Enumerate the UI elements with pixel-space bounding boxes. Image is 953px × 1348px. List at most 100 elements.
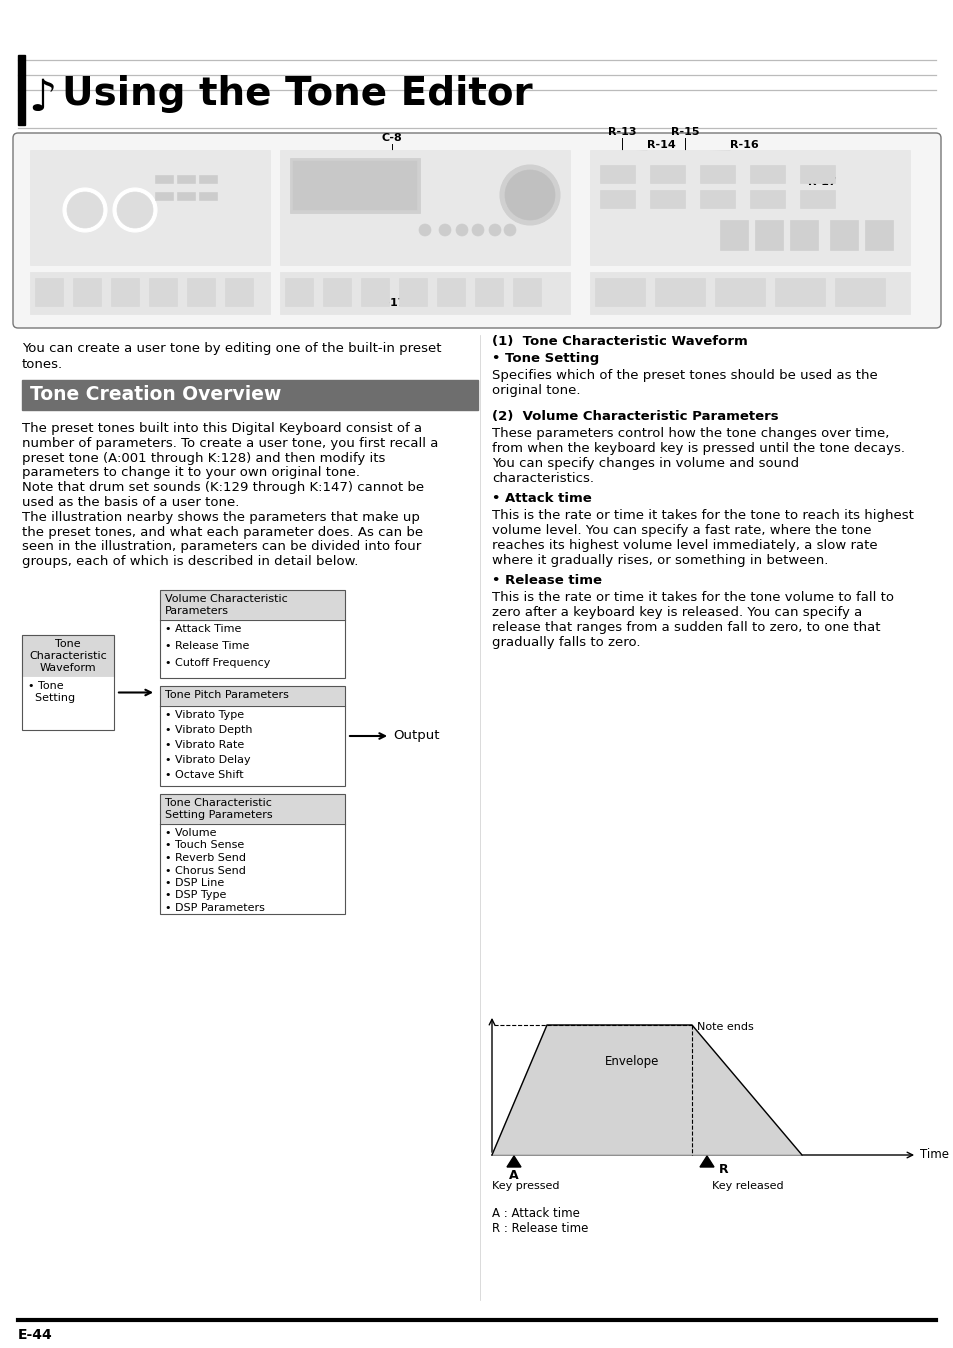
Text: number of parameters. To create a user tone, you first recall a: number of parameters. To create a user t…: [22, 437, 438, 450]
Bar: [649, 190, 684, 208]
Text: • Vibrato Delay: • Vibrato Delay: [165, 755, 251, 766]
Text: used as the basis of a user tone.: used as the basis of a user tone.: [22, 496, 239, 510]
Text: (2)  Volume Characteristic Parameters: (2) Volume Characteristic Parameters: [492, 410, 778, 423]
Text: (1)  Tone Characteristic Waveform: (1) Tone Characteristic Waveform: [492, 336, 747, 348]
Bar: [35, 278, 63, 306]
Bar: [513, 278, 540, 306]
Text: R-16: R-16: [729, 140, 758, 150]
Text: • DSP Line: • DSP Line: [165, 878, 224, 888]
Text: You can specify changes in volume and sound: You can specify changes in volume and so…: [492, 457, 799, 470]
Bar: [800, 164, 834, 183]
Bar: [774, 278, 824, 306]
Text: • Vibrato Type: • Vibrato Type: [165, 710, 244, 720]
Bar: [655, 278, 704, 306]
Text: characteristics.: characteristics.: [492, 472, 594, 485]
Text: Tone Creation Overview: Tone Creation Overview: [30, 386, 281, 404]
Text: Note ends: Note ends: [697, 1022, 753, 1033]
Circle shape: [63, 187, 107, 232]
Bar: [714, 278, 764, 306]
Bar: [789, 220, 817, 249]
Text: groups, each of which is described in detail below.: groups, each of which is described in de…: [22, 555, 358, 569]
Bar: [834, 278, 884, 306]
Text: A : Attack time: A : Attack time: [492, 1206, 579, 1220]
Text: Tone Pitch Parameters: Tone Pitch Parameters: [165, 690, 289, 700]
Text: • Attack Time: • Attack Time: [165, 624, 241, 634]
Text: Tone Characteristic: Tone Characteristic: [165, 798, 272, 807]
Bar: [589, 272, 909, 314]
Circle shape: [456, 224, 468, 236]
Bar: [225, 278, 253, 306]
Polygon shape: [492, 1024, 801, 1155]
Text: A: A: [509, 1169, 518, 1182]
Bar: [160, 686, 345, 706]
Text: reaches its highest volume level immediately, a slow rate: reaches its highest volume level immedia…: [492, 539, 877, 551]
Text: Output: Output: [393, 729, 439, 743]
Text: C-17: C-17: [377, 298, 406, 307]
Text: R-15: R-15: [670, 127, 699, 137]
Circle shape: [117, 191, 152, 228]
Text: Waveform: Waveform: [40, 663, 96, 673]
Bar: [160, 794, 345, 824]
Text: C-8: C-8: [381, 133, 402, 143]
Circle shape: [503, 224, 516, 236]
Circle shape: [67, 191, 103, 228]
Text: Setting Parameters: Setting Parameters: [165, 810, 273, 820]
Text: tones.: tones.: [22, 359, 63, 371]
Text: • Cutoff Frequency: • Cutoff Frequency: [165, 658, 270, 669]
Bar: [22, 635, 113, 677]
Bar: [436, 278, 464, 306]
Text: Note that drum set sounds (K:129 through K:147) cannot be: Note that drum set sounds (K:129 through…: [22, 481, 424, 495]
Text: Parameters: Parameters: [165, 607, 229, 616]
Bar: [700, 190, 734, 208]
Text: R : Release time: R : Release time: [492, 1223, 588, 1235]
Bar: [285, 278, 313, 306]
Text: Using the Tone Editor: Using the Tone Editor: [62, 75, 532, 113]
Text: Volume Characteristic: Volume Characteristic: [165, 594, 288, 604]
Text: • DSP Type: • DSP Type: [165, 891, 226, 900]
Bar: [293, 160, 416, 210]
Text: • Vibrato Rate: • Vibrato Rate: [165, 740, 244, 749]
Text: Tone: Tone: [55, 639, 81, 648]
Circle shape: [499, 164, 559, 225]
Text: release that ranges from a sudden fall to zero, to one that: release that ranges from a sudden fall t…: [492, 621, 880, 634]
Text: R: R: [719, 1163, 728, 1175]
Bar: [280, 150, 569, 266]
Text: where it gradually rises, or something in between.: where it gradually rises, or something i…: [492, 554, 827, 568]
Text: • Touch Sense: • Touch Sense: [165, 841, 244, 851]
Bar: [199, 191, 216, 200]
Bar: [22, 677, 113, 731]
Bar: [749, 190, 784, 208]
Bar: [475, 278, 502, 306]
Circle shape: [489, 224, 500, 236]
Text: The illustration nearby shows the parameters that make up: The illustration nearby shows the parame…: [22, 511, 419, 524]
Bar: [177, 175, 194, 183]
Circle shape: [438, 224, 451, 236]
Text: • Release time: • Release time: [492, 574, 601, 586]
Text: Setting: Setting: [28, 693, 75, 704]
Text: This is the rate or time it takes for the tone volume to fall to: This is the rate or time it takes for th…: [492, 590, 893, 604]
Text: • Octave Shift: • Octave Shift: [165, 770, 243, 780]
Text: from when the keyboard key is pressed until the tone decays.: from when the keyboard key is pressed un…: [492, 442, 904, 456]
Bar: [599, 190, 635, 208]
Text: gradually falls to zero.: gradually falls to zero.: [492, 636, 639, 648]
Text: R-14: R-14: [646, 140, 675, 150]
Bar: [398, 278, 427, 306]
Text: • Tone Setting: • Tone Setting: [492, 352, 598, 365]
Circle shape: [472, 224, 483, 236]
Polygon shape: [506, 1157, 520, 1167]
Bar: [800, 190, 834, 208]
Text: Time: Time: [919, 1148, 948, 1162]
Text: • Tone: • Tone: [28, 681, 64, 692]
Text: Specifies which of the preset tones should be used as the: Specifies which of the preset tones shou…: [492, 369, 877, 381]
Bar: [177, 191, 194, 200]
FancyBboxPatch shape: [13, 133, 940, 328]
Bar: [18, 55, 25, 125]
Bar: [290, 158, 419, 213]
Bar: [749, 164, 784, 183]
Text: seen in the illustration, parameters can be divided into four: seen in the illustration, parameters can…: [22, 541, 421, 554]
Polygon shape: [700, 1157, 713, 1167]
Bar: [160, 590, 345, 620]
Bar: [323, 278, 351, 306]
Text: Characteristic: Characteristic: [30, 651, 107, 661]
Bar: [589, 150, 909, 266]
